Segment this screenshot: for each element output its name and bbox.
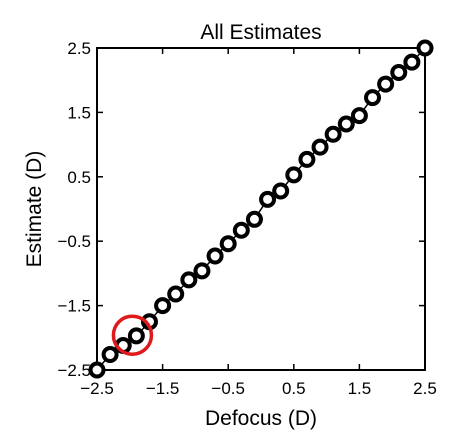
data-point — [377, 75, 395, 93]
plot-area — [96, 47, 426, 371]
data-point — [219, 235, 237, 253]
data-point — [350, 107, 368, 125]
x-tick-label: −1.5 — [146, 379, 180, 398]
y-tick-label: −0.5 — [57, 232, 91, 251]
y-tick-label: 1.5 — [67, 103, 91, 122]
chart-title: All Estimates — [200, 21, 321, 44]
data-point — [285, 166, 303, 184]
data-point — [88, 361, 106, 379]
data-point — [337, 115, 355, 133]
x-tick-label: −2.5 — [80, 379, 114, 398]
data-point — [403, 53, 421, 71]
data-point — [206, 247, 224, 265]
data-point — [259, 190, 277, 208]
y-tick-label: 0.5 — [67, 168, 91, 187]
axis-tick-labels: −2.5 −1.5 −0.5 0.5 1.5 2.5 −2.5 −1.5 −0.5 0.5 1.5 2… — [57, 39, 436, 398]
data-point — [232, 221, 250, 239]
highlight-circle — [111, 314, 154, 356]
x-tick-label: 1.5 — [348, 379, 372, 398]
data-point — [416, 39, 434, 57]
data-points — [88, 39, 434, 379]
x-axis-label: Defocus (D) — [205, 407, 317, 430]
data-point — [154, 297, 172, 315]
y-tick-label: −2.5 — [57, 361, 91, 380]
y-axis-label: Estimate (D) — [23, 151, 46, 268]
x-tick-label: 2.5 — [413, 379, 437, 398]
data-point — [272, 182, 290, 200]
data-point — [180, 271, 198, 289]
y-tick-label: −1.5 — [57, 297, 91, 316]
annotations — [111, 314, 154, 356]
data-point — [193, 262, 211, 280]
data-point — [167, 285, 185, 303]
x-tick-label: 0.5 — [282, 379, 306, 398]
y-tick-label: 2.5 — [67, 39, 91, 58]
data-point — [390, 63, 408, 81]
x-tick-label: −0.5 — [211, 379, 245, 398]
data-point — [324, 125, 342, 143]
data-point — [364, 89, 382, 107]
data-point — [127, 327, 145, 345]
data-point — [298, 150, 316, 168]
data-point — [311, 138, 329, 156]
data-point — [101, 346, 119, 364]
data-point — [245, 210, 263, 228]
